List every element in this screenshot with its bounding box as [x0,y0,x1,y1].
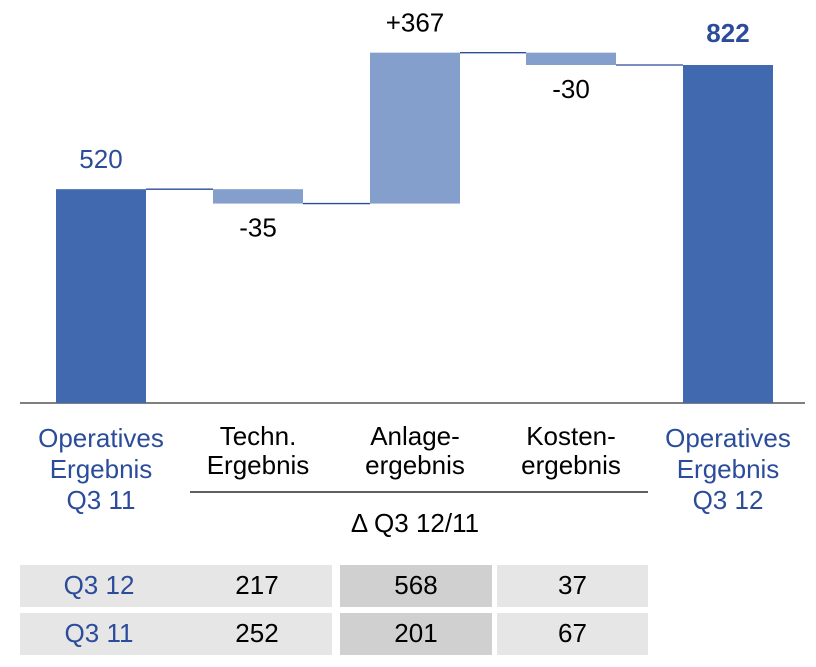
category-label: ergebnis [521,450,621,480]
value-label: 822 [706,18,749,48]
bar [213,189,303,204]
table-text: Q3 11 [65,618,134,648]
value-label: 520 [79,144,122,174]
table-cell [340,613,492,655]
table-text: 67 [558,618,587,648]
table-text: 201 [394,618,437,648]
table-text: 37 [558,570,587,600]
category-label: Techn. [220,421,297,451]
table-text: 252 [235,618,278,648]
table-cell [340,565,492,607]
bar [526,52,616,65]
category-label: Q3 11 [67,485,136,515]
table-cell [20,613,178,655]
table-text: 568 [394,570,437,600]
category-label: Ergebnis [677,454,780,484]
value-label: -35 [239,212,277,242]
bar [370,52,460,204]
subtitle: Δ Q3 12/11 [351,508,479,538]
category-label: Operatives [38,423,164,453]
category-label: Operatives [665,423,791,453]
category-label: Ergebnis [207,450,310,480]
table-cell [497,613,648,655]
value-label: -30 [552,74,590,104]
category-label: Q3 12 [693,485,764,515]
bar [56,189,146,403]
table-cell [178,565,332,607]
category-label: Anlage- [370,421,460,451]
table-cell [497,565,648,607]
category-label: ergebnis [365,450,465,480]
table-cell [20,565,178,607]
table-text: 217 [235,570,278,600]
value-label: +367 [386,8,445,38]
table-cell [178,613,332,655]
category-label: Ergebnis [50,454,153,484]
table-text: Q3 12 [64,570,135,600]
category-label: Kosten- [526,421,616,451]
bar [683,65,773,403]
